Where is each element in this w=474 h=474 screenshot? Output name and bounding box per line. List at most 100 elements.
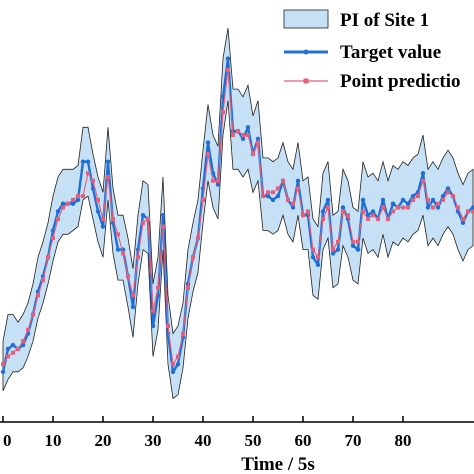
point-prediction	[206, 152, 210, 157]
point-prediction	[421, 178, 425, 183]
point-target	[245, 125, 251, 130]
point-prediction	[441, 197, 445, 202]
point-prediction	[436, 201, 440, 206]
x-tick-label: 70	[345, 431, 362, 450]
point-prediction	[6, 354, 10, 359]
x-tick-label: 10	[45, 431, 62, 450]
point-prediction	[71, 197, 75, 202]
point-prediction	[126, 274, 130, 279]
point-prediction	[231, 133, 235, 137]
point-target	[225, 56, 231, 61]
point-prediction	[236, 129, 240, 134]
point-target	[460, 220, 466, 225]
point-target	[130, 304, 136, 310]
point-target	[215, 182, 221, 187]
point-prediction	[451, 194, 455, 199]
point-prediction	[416, 194, 420, 199]
point-prediction	[461, 217, 465, 221]
point-prediction	[411, 197, 415, 202]
point-prediction	[136, 255, 140, 260]
point-prediction	[191, 255, 195, 260]
point-prediction	[296, 186, 300, 191]
point-prediction	[16, 346, 20, 351]
point-prediction	[181, 331, 185, 336]
point-target	[140, 213, 146, 218]
point-prediction	[116, 232, 120, 237]
point-prediction	[471, 209, 474, 214]
point-target	[435, 205, 441, 210]
point-prediction	[61, 205, 65, 210]
point-prediction	[141, 220, 145, 225]
point-prediction	[361, 209, 365, 214]
point-prediction	[306, 209, 310, 214]
point-prediction	[56, 217, 60, 221]
point-prediction	[66, 201, 70, 206]
point-prediction	[1, 362, 5, 367]
point-target	[55, 209, 61, 214]
point-target	[340, 205, 346, 210]
point-target	[205, 140, 211, 145]
point-prediction	[311, 247, 315, 252]
point-target	[50, 228, 56, 233]
point-target	[295, 178, 301, 183]
point-target	[95, 209, 101, 214]
x-tick-label: 50	[245, 431, 262, 450]
point-prediction	[76, 194, 80, 199]
point-prediction	[21, 339, 25, 344]
point-prediction	[161, 224, 165, 229]
point-prediction	[406, 205, 410, 210]
point-prediction	[41, 278, 45, 283]
legend-label-interval: PI of Site 1	[340, 10, 429, 31]
point-target	[160, 213, 166, 218]
point-target	[105, 159, 111, 164]
point-prediction	[121, 251, 125, 256]
point-prediction	[146, 217, 150, 221]
point-prediction	[86, 171, 90, 176]
point-prediction	[326, 205, 330, 210]
x-tick-label: 0	[3, 431, 12, 450]
point-prediction	[196, 236, 200, 241]
point-target	[75, 197, 81, 203]
point-prediction	[211, 178, 215, 183]
point-target	[275, 193, 281, 199]
point-prediction	[376, 217, 380, 221]
point-prediction	[81, 194, 85, 199]
legend-label-prediction: Point predictio	[340, 71, 461, 92]
point-target	[430, 197, 436, 203]
point-prediction	[91, 178, 95, 183]
point-prediction	[371, 213, 375, 218]
point-prediction	[171, 362, 175, 367]
point-prediction	[466, 209, 470, 214]
point-prediction	[386, 217, 390, 221]
point-prediction	[366, 217, 370, 221]
point-prediction	[281, 178, 285, 183]
point-prediction	[226, 68, 230, 72]
point-target	[400, 197, 406, 203]
point-prediction	[431, 205, 435, 210]
point-target	[290, 205, 296, 210]
point-target	[85, 159, 91, 164]
point-prediction	[131, 293, 135, 298]
point-prediction	[36, 293, 40, 298]
point-prediction	[316, 255, 320, 260]
point-prediction	[291, 201, 295, 206]
point-prediction	[11, 350, 15, 355]
point-prediction	[356, 239, 360, 244]
point-target	[0, 369, 6, 374]
point-target	[440, 193, 446, 199]
point-prediction	[46, 255, 50, 260]
point-prediction	[426, 197, 430, 202]
point-prediction	[336, 239, 340, 244]
point-target	[360, 197, 366, 203]
point-target	[255, 136, 261, 141]
point-target	[350, 243, 356, 248]
point-target	[380, 197, 386, 203]
point-prediction	[446, 190, 450, 195]
x-tick-label: 40	[195, 431, 212, 450]
point-prediction	[101, 217, 105, 221]
point-target	[10, 342, 16, 348]
point-prediction	[246, 133, 250, 137]
point-target	[445, 186, 451, 191]
plot-area	[0, 27, 474, 400]
